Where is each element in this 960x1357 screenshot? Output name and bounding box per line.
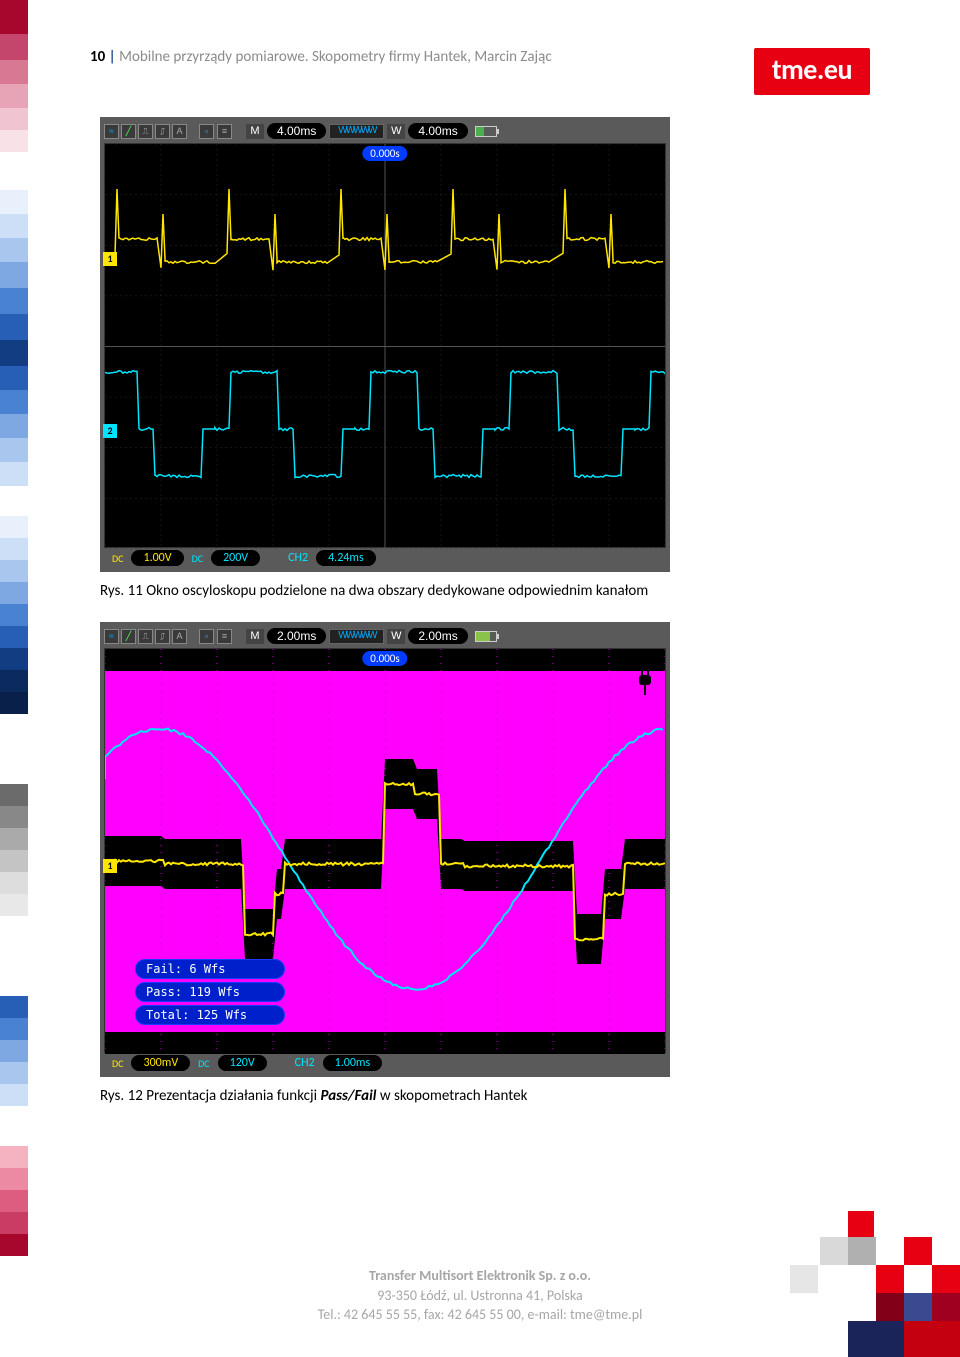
scope2-ch2-time-val: 1.00ms bbox=[323, 1055, 383, 1071]
scope2-mode-icons: ≈ ╱ ⎍ ⎎ A bbox=[104, 629, 187, 644]
left-color-stripe bbox=[0, 0, 28, 1357]
wave-icon: ≈ bbox=[104, 124, 119, 139]
ch2-marker: 2 bbox=[103, 424, 117, 438]
scope2-waveform-preview: WWWWW bbox=[329, 629, 384, 644]
caption2-em: Pass/Fail bbox=[320, 1087, 376, 1105]
caption-1: Rys. 11 Okno oscyloskopu podzielone na d… bbox=[100, 582, 870, 600]
tme-logo: tme.eu bbox=[754, 48, 870, 95]
auto-icon: A bbox=[172, 629, 187, 644]
footer-contact: Tel.: 42 645 55 55, fax: 42 645 55 00, e… bbox=[0, 1305, 960, 1325]
passfail-pass: Pass: 119 Wfs bbox=[135, 982, 285, 1002]
dc-icon: DC bbox=[112, 1057, 123, 1070]
scope2-screen: 0.000s 1 Fail: 6 Wfs Pass: 119 Wfs Total… bbox=[104, 648, 666, 1053]
scope1-ch2-v: 200V bbox=[211, 550, 260, 566]
scope1-ch2-time-val: 4.24ms bbox=[316, 550, 376, 566]
scope2-w-value: 2.00ms bbox=[408, 628, 467, 644]
caption2-prefix: Rys. 12 Prezentacja działania funkcji bbox=[100, 1087, 320, 1105]
scope2-topbar: ≈ ╱ ⎍ ⎎ A ▫ ≡ M 2.00ms WWWWW W 2.00ms bbox=[104, 626, 666, 646]
w-label: W bbox=[387, 629, 405, 644]
scope1-ch1-v: 1.00V bbox=[131, 550, 183, 566]
m-label: M bbox=[246, 124, 264, 139]
scope2-ch1-v: 300mV bbox=[131, 1055, 190, 1071]
m-label: M bbox=[246, 629, 264, 644]
header-text: 10 | Mobilne przyrządy pomiarowe. Skopom… bbox=[90, 48, 552, 66]
scope1-ch2-label: CH2 bbox=[288, 551, 308, 565]
passfail-stats: Fail: 6 Wfs Pass: 119 Wfs Total: 125 Wfs bbox=[135, 959, 285, 1028]
oscilloscope-1: ≈ ╱ ⎍ ⎎ A ▫ ≡ M 4.00ms WWWWW W 4.00ms 0.… bbox=[100, 117, 670, 572]
caption-2: Rys. 12 Prezentacja działania funkcji Pa… bbox=[100, 1087, 870, 1105]
scope2-ch2-v: 120V bbox=[218, 1055, 267, 1071]
caption2-suffix: w skopometrach Hantek bbox=[376, 1087, 527, 1105]
print-icon: ≡ bbox=[217, 124, 232, 139]
ch1-marker: 1 bbox=[103, 859, 117, 873]
page-number: 10 bbox=[90, 48, 105, 66]
passfail-total: Total: 125 Wfs bbox=[135, 1005, 285, 1025]
w-label: W bbox=[387, 124, 405, 139]
dc-icon: DC bbox=[198, 1057, 209, 1070]
scope1-time-badge: 0.000s bbox=[362, 146, 407, 161]
page-header: 10 | Mobilne przyrządy pomiarowe. Skopom… bbox=[90, 48, 870, 95]
oscilloscope-2: ≈ ╱ ⎍ ⎎ A ▫ ≡ M 2.00ms WWWWW W 2.00ms 0.… bbox=[100, 622, 670, 1077]
auto-icon: A bbox=[172, 124, 187, 139]
passfail-fail: Fail: 6 Wfs bbox=[135, 959, 285, 979]
rise-icon: ⎎ bbox=[155, 124, 170, 139]
dc-icon: DC bbox=[112, 552, 123, 565]
wave-icon: ≈ bbox=[104, 629, 119, 644]
save-icon: ▫ bbox=[199, 124, 214, 139]
scope1-screen: 0.000s 1 2 bbox=[104, 143, 666, 548]
header-bar: | bbox=[109, 48, 120, 66]
save-icon: ▫ bbox=[199, 629, 214, 644]
edge-icon: ╱ bbox=[121, 124, 136, 139]
scope1-m-value: 4.00ms bbox=[267, 123, 326, 139]
scope1-mode-icons: ≈ ╱ ⎍ ⎎ A bbox=[104, 124, 187, 139]
scope1-topbar: ≈ ╱ ⎍ ⎎ A ▫ ≡ M 4.00ms WWWWW W 4.00ms bbox=[104, 121, 666, 141]
pulse-icon: ⎍ bbox=[138, 629, 153, 644]
edge-icon: ╱ bbox=[121, 629, 136, 644]
rise-icon: ⎎ bbox=[155, 629, 170, 644]
scope2-m-value: 2.00ms bbox=[267, 628, 326, 644]
scope1-botbar: DC 1.00V DC 200V CH2 4.24ms bbox=[104, 548, 666, 568]
scope2-ch2-label: CH2 bbox=[295, 1056, 315, 1070]
pulse-icon: ⎍ bbox=[138, 124, 153, 139]
battery-icon bbox=[475, 631, 497, 642]
scope1-waveform-preview: WWWWW bbox=[329, 124, 384, 139]
battery-icon bbox=[475, 126, 497, 137]
dc-icon: DC bbox=[192, 552, 203, 565]
print-icon: ≡ bbox=[217, 629, 232, 644]
scope1-w-value: 4.00ms bbox=[408, 123, 467, 139]
ch1-marker: 1 bbox=[103, 252, 117, 266]
scope1-waveform bbox=[105, 144, 665, 549]
header-title: Mobilne przyrządy pomiarowe. Skopometry … bbox=[119, 48, 552, 66]
scope2-time-badge: 0.000s bbox=[362, 651, 407, 666]
scope2-botbar: DC 300mV DC 120V CH2 1.00ms bbox=[104, 1053, 666, 1073]
